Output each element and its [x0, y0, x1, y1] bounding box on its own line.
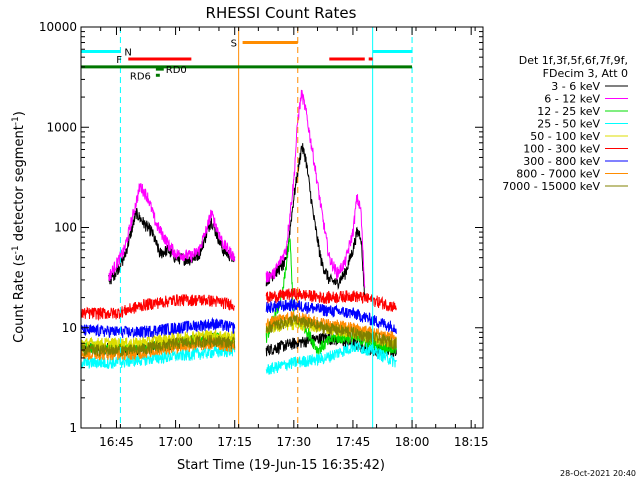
x-tick-label: 18:15 — [454, 435, 489, 449]
legend: Det 1f,3f,5f,6f,7f,9f, FDecim 3, Att 0 3… — [502, 54, 628, 193]
y-axis-label-part: detector segment — [12, 125, 27, 245]
x-tick-label: 17:00 — [158, 435, 193, 449]
series-layer — [80, 89, 397, 375]
series-line-segment — [80, 316, 236, 339]
series-8 — [80, 314, 397, 357]
x-axis-label: Start Time (19-Jun-15 16:35:42) — [177, 458, 385, 473]
y-tick-label: 1 — [69, 421, 77, 435]
series-line-segment — [265, 143, 366, 298]
y-axis-label-exponent: -1 — [11, 116, 21, 125]
axis-layer: 16:45 17:00 17:15 17:30 17:45 18:00 18:15 1 10 10… — [39, 20, 489, 449]
series-line-segment — [80, 293, 236, 322]
y-tick-label: 10000 — [39, 20, 77, 34]
legend-header-line: Det 1f,3f,5f,6f,7f,9f, — [519, 54, 628, 67]
legend-label: 100 - 300 keV — [523, 143, 600, 156]
flag-label: RD0 — [166, 65, 187, 76]
legend-label: 50 - 100 keV — [530, 130, 600, 143]
x-tick-label: 16:45 — [99, 435, 134, 449]
series-6 — [80, 297, 397, 339]
series-line-segment — [80, 329, 236, 351]
legend-label: 12 - 25 keV — [537, 105, 600, 118]
y-axis-label-part: ) — [12, 111, 27, 116]
legend-label: 25 - 50 keV — [537, 118, 600, 131]
legend-label: 300 - 800 keV — [523, 155, 600, 168]
y-axis-label: Count Rate (s-1 detector segment-1) — [11, 111, 27, 343]
series-line-segment — [265, 297, 397, 334]
y-axis-label-exponent: -1 — [11, 245, 21, 254]
series-line-segment — [265, 314, 397, 350]
legend-label: 6 - 12 keV — [544, 93, 600, 106]
series-1 — [108, 89, 366, 288]
flag-label: N — [124, 47, 131, 58]
flag-label: S — [231, 39, 237, 50]
x-tick-label: 17:15 — [217, 435, 252, 449]
series-line-segment — [108, 183, 236, 281]
x-tick-label: 18:00 — [395, 435, 430, 449]
flag-label: F — [116, 55, 122, 66]
legend-label: 3 - 6 keV — [551, 80, 600, 93]
y-axis-label-part: Count Rate (s — [12, 254, 27, 343]
legend-header-line: FDecim 3, Att 0 — [543, 67, 628, 80]
x-tick-label: 17:45 — [336, 435, 371, 449]
series-line-segment — [265, 287, 397, 312]
flag-label: RD6 — [130, 71, 151, 82]
chart-title: RHESSI Count Rates — [206, 4, 357, 22]
y-tick-label: 1000 — [46, 120, 77, 134]
y-tick-label: 100 — [54, 221, 77, 235]
series-5 — [80, 287, 397, 322]
series-line-segment — [80, 334, 236, 357]
x-tick-label: 17:30 — [277, 435, 312, 449]
legend-label: 800 - 7000 keV — [516, 168, 600, 181]
y-tick-label: 10 — [62, 321, 77, 335]
legend-label: 7000 - 15000 keV — [502, 180, 600, 193]
series-line-segment — [265, 341, 397, 375]
footer-timestamp: 28-Oct-2021 20:40 — [560, 469, 636, 478]
series-line-segment — [265, 89, 366, 288]
